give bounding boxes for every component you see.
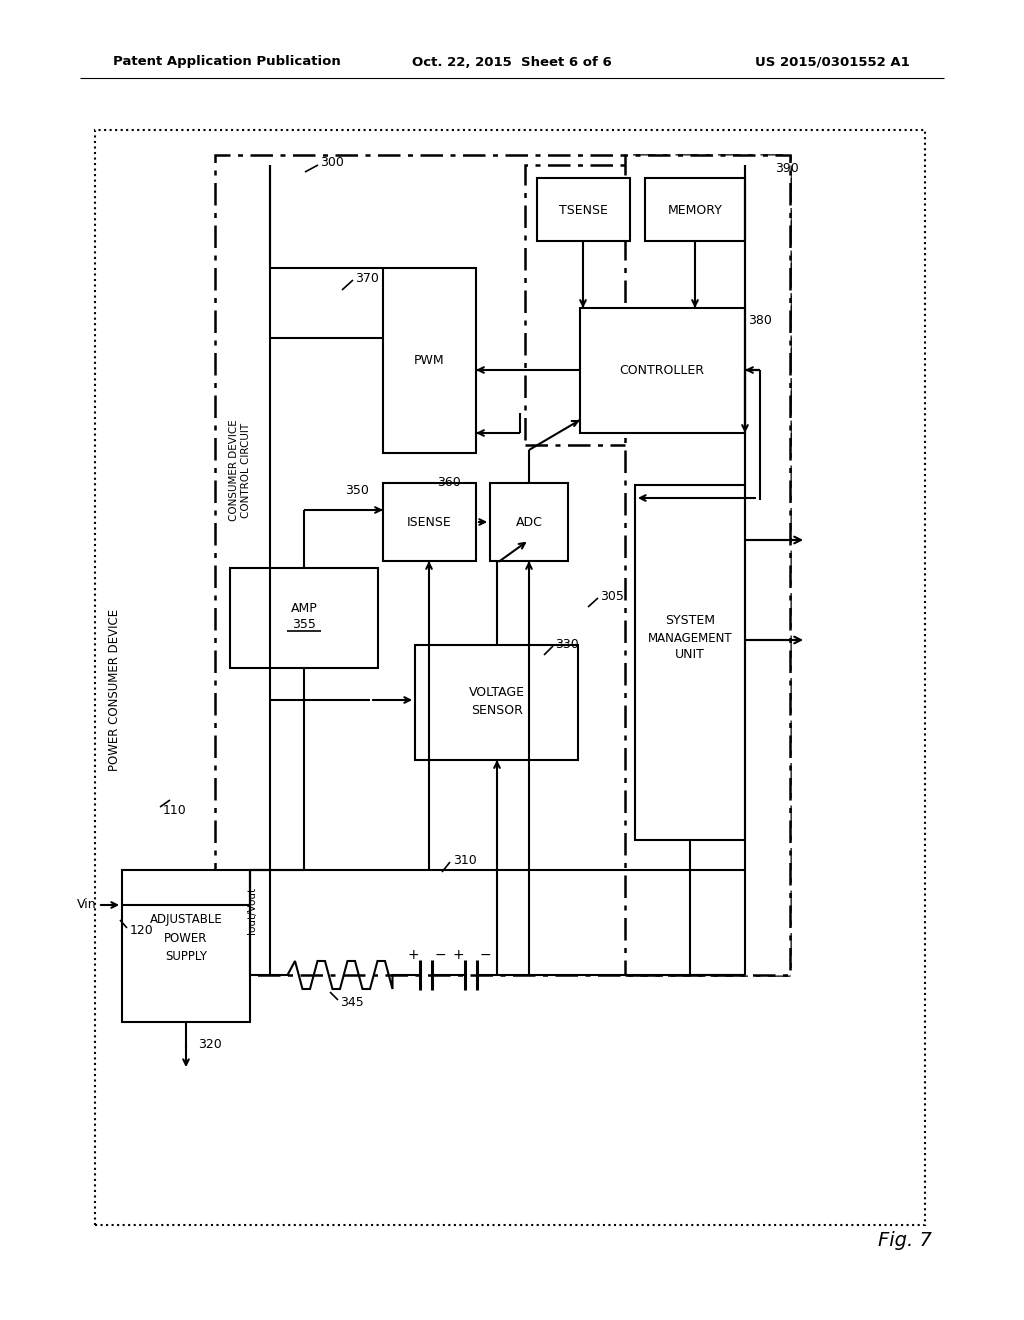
Text: VOLTAGE: VOLTAGE [469,686,525,700]
Text: 300: 300 [319,156,344,169]
Text: MEMORY: MEMORY [668,203,723,216]
Text: 345: 345 [340,995,364,1008]
Text: ADC: ADC [515,516,543,528]
Text: 110: 110 [163,804,186,817]
Text: US 2015/0301552 A1: US 2015/0301552 A1 [756,55,910,69]
Text: SENSOR: SENSOR [471,704,523,717]
Text: Oct. 22, 2015  Sheet 6 of 6: Oct. 22, 2015 Sheet 6 of 6 [412,55,612,69]
Bar [415,645,578,760]
Text: 390: 390 [775,161,799,174]
Text: AMP: AMP [291,602,317,615]
Text: CONSUMER DEVICE
CONTROL CIRCUIT: CONSUMER DEVICE CONTROL CIRCUIT [229,420,251,521]
Text: 370: 370 [355,272,379,285]
Bar [215,154,790,975]
Text: 380: 380 [748,314,772,326]
Text: ADJUSTABLE: ADJUSTABLE [150,913,222,927]
Text: ISENSE: ISENSE [407,516,452,528]
Bar [230,568,378,668]
Bar [383,268,476,453]
Bar [525,165,790,445]
Text: +: + [408,948,419,962]
Bar [645,178,745,242]
Bar [490,483,568,561]
Text: 355: 355 [292,619,316,631]
Text: POWER: POWER [164,932,208,945]
Text: MANAGEMENT: MANAGEMENT [648,631,732,644]
Bar [580,308,745,433]
Text: PWM: PWM [414,354,444,367]
Text: 360: 360 [437,477,461,490]
Bar [625,154,790,975]
Text: 305: 305 [600,590,624,602]
Text: −: − [434,948,445,962]
Text: TSENSE: TSENSE [558,203,607,216]
Text: 320: 320 [198,1038,222,1051]
Text: 310: 310 [453,854,477,866]
Text: Iout/Vout: Iout/Vout [247,887,257,933]
Text: POWER CONSUMER DEVICE: POWER CONSUMER DEVICE [109,609,122,771]
Text: 120: 120 [130,924,154,936]
Bar [537,178,630,242]
Text: SUPPLY: SUPPLY [165,949,207,962]
Bar [122,870,250,1022]
Bar [635,484,745,840]
Text: 330: 330 [555,638,579,651]
Text: Fig. 7: Fig. 7 [878,1230,932,1250]
Text: SYSTEM: SYSTEM [665,614,715,627]
Text: UNIT: UNIT [675,648,705,661]
Text: −: − [479,948,490,962]
Text: CONTROLLER: CONTROLLER [620,363,705,376]
Text: +: + [453,948,464,962]
Bar [95,129,925,1225]
Text: 350: 350 [345,483,369,496]
Text: Vin: Vin [78,899,97,912]
Bar [383,483,476,561]
Text: Patent Application Publication: Patent Application Publication [113,55,341,69]
